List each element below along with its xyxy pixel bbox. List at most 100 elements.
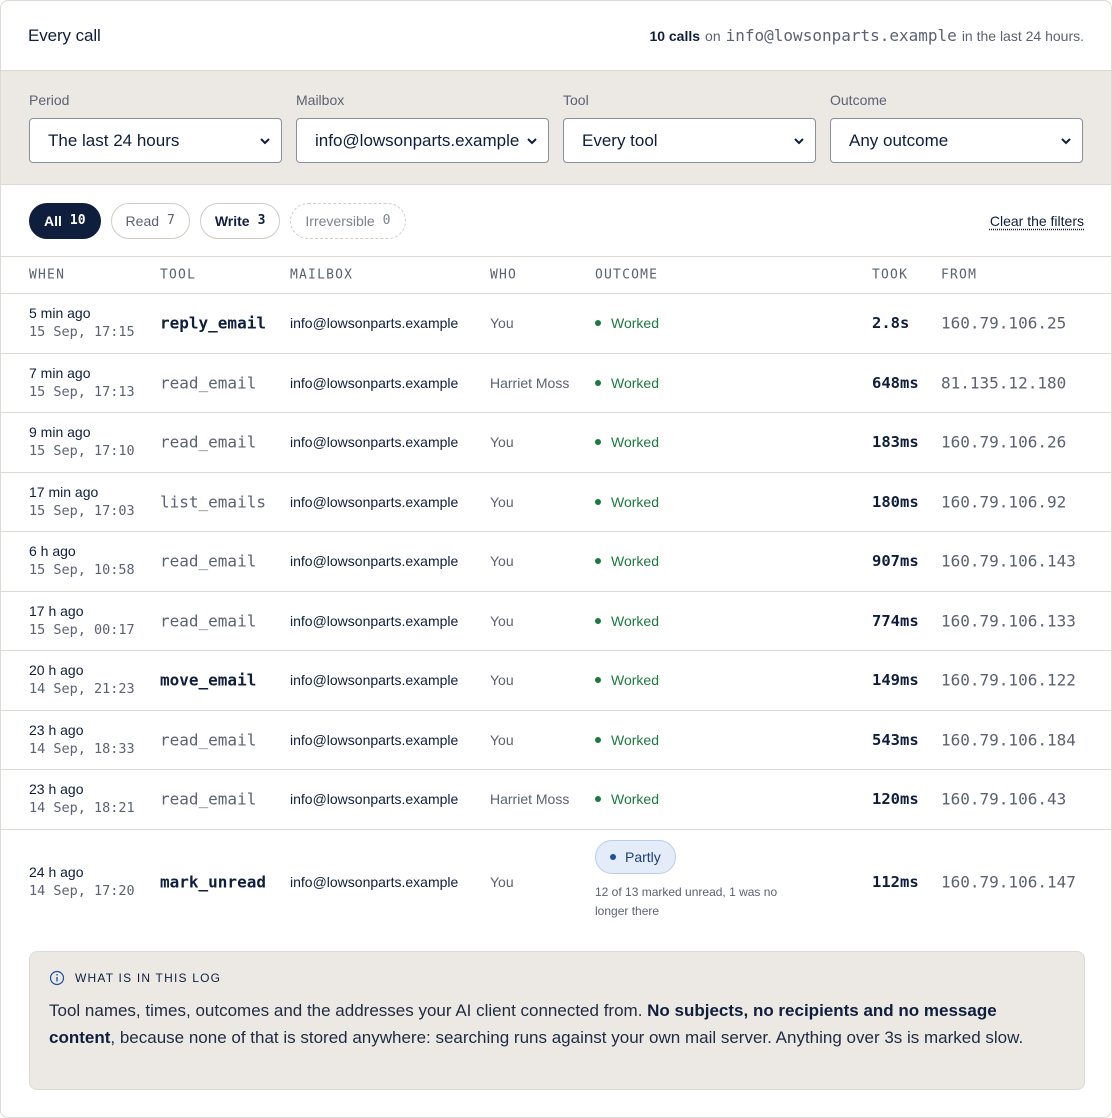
- summary-on: on: [705, 28, 721, 44]
- info-circle-icon: [49, 970, 65, 986]
- client-ip: 160.79.106.25: [941, 313, 1067, 333]
- when-relative: 7 min ago: [29, 364, 91, 381]
- col-tool[interactable]: TOOL: [160, 267, 197, 283]
- info-text-bold: No subjects, no recipients and no messag…: [49, 1001, 997, 1047]
- when-relative: 17 min ago: [29, 483, 99, 500]
- when-cell: 6 h ago 15 Sep, 10:58: [29, 542, 135, 580]
- type-filter-bar: All 10 Read 7 Write 3 Irreversible 0 Clear the …: [1, 185, 1111, 257]
- select-value: Every tool: [582, 130, 658, 150]
- table-row[interactable]: 5 min ago 15 Sep, 17:15 reply_email info@lo…: [1, 294, 1111, 354]
- col-took[interactable]: TOOK: [872, 267, 909, 283]
- tool-name: reply_email: [160, 313, 266, 333]
- pill-write[interactable]: Write 3: [199, 202, 281, 239]
- col-from[interactable]: FROM: [941, 267, 978, 283]
- info-heading: WHAT IS IN THIS LOG: [49, 970, 1065, 986]
- who: You: [490, 672, 514, 689]
- who: You: [490, 612, 514, 629]
- when-absolute: 15 Sep, 10:58: [29, 562, 135, 579]
- when-relative: 5 min ago: [29, 305, 91, 322]
- clear-filters-link[interactable]: Clear the filters: [989, 212, 1084, 229]
- table-row[interactable]: 7 min ago 15 Sep, 17:13 read_email info@low…: [1, 354, 1111, 413]
- who: You: [490, 553, 514, 570]
- table-row[interactable]: 24 h ago 14 Sep, 17:20 mark_unread info@…: [1, 830, 1111, 935]
- status-dot-icon: [595, 498, 601, 505]
- tool-name: read_email: [160, 551, 257, 571]
- log-info-box: WHAT IS IN THIS LOG Tool names, times, o…: [29, 951, 1085, 1090]
- mailbox-select[interactable]: info@lowsonparts.example: [296, 118, 549, 163]
- who: Harriet Moss: [490, 791, 570, 808]
- pill-label: All: [44, 212, 62, 229]
- when-relative: 24 h ago: [29, 864, 84, 880]
- outcome-label: Worked: [611, 434, 659, 451]
- status-dot-icon: [610, 853, 616, 860]
- summary-mailbox: info@lowsonparts.example: [725, 26, 957, 45]
- outcome-cell: Worked: [595, 434, 659, 450]
- mailbox-address: info@lowsonparts.example: [290, 374, 459, 391]
- outcome-cell: Worked: [595, 315, 659, 331]
- mailbox-address: info@lowsonparts.example: [290, 791, 459, 808]
- mailbox-address: info@lowsonparts.example: [290, 874, 459, 890]
- table-row[interactable]: 9 min ago 15 Sep, 17:10 read_email info@low…: [1, 413, 1111, 473]
- who: Harriet Moss: [490, 374, 570, 391]
- when-cell: 23 h ago 14 Sep, 18:33: [29, 721, 135, 759]
- when-absolute: 14 Sep, 17:20: [29, 883, 135, 899]
- client-ip: 160.79.106.122: [941, 670, 1076, 690]
- chevron-down-icon: [794, 137, 804, 144]
- when-absolute: 14 Sep, 18:33: [29, 740, 135, 757]
- pill-irreversible[interactable]: Irreversible 0: [290, 202, 406, 239]
- pill-count: 10: [69, 213, 86, 228]
- summary-period: in the last 24 hours.: [961, 28, 1084, 44]
- filter-label: Period: [29, 92, 70, 108]
- table-row[interactable]: 17 min ago 15 Sep, 17:03 list_emails info@l…: [1, 473, 1111, 532]
- outcome-label: Worked: [611, 731, 659, 748]
- mailbox-address: info@lowsonparts.example: [290, 672, 459, 689]
- pill-all[interactable]: All 10: [29, 202, 101, 239]
- filter-bar: Period The last 24 hours Mailbox info@lowso…: [1, 71, 1111, 185]
- when-absolute: 14 Sep, 21:23: [29, 681, 135, 698]
- outcome-cell: Worked: [595, 553, 659, 569]
- pill-label: Write: [214, 212, 250, 229]
- outcome-cell: Worked: [595, 375, 659, 391]
- mailbox-address: info@lowsonparts.example: [290, 434, 459, 451]
- status-dot-icon: [595, 439, 601, 446]
- when-relative: 20 h ago: [29, 662, 84, 679]
- client-ip: 160.79.106.26: [941, 432, 1067, 452]
- info-text: Tool names, times, outcomes and the addr…: [49, 998, 1065, 1051]
- table-row[interactable]: 23 h ago 14 Sep, 18:33 read_email info@lows…: [1, 711, 1111, 770]
- mailbox-address: info@lowsonparts.example: [290, 493, 459, 510]
- table-row[interactable]: 6 h ago 15 Sep, 10:58 read_email info@lowso…: [1, 532, 1111, 592]
- tool-select[interactable]: Every tool: [563, 118, 816, 163]
- col-mailbox[interactable]: MAILBOX: [290, 267, 354, 283]
- client-ip: 160.79.106.147: [941, 872, 1076, 892]
- select-value: info@lowsonparts.example: [315, 130, 520, 150]
- col-who[interactable]: WHO: [490, 267, 518, 283]
- outcome-label: Worked: [611, 672, 659, 689]
- table-row[interactable]: 17 h ago 15 Sep, 00:17 read_email info@lows…: [1, 592, 1111, 651]
- pill-count: 3: [257, 213, 266, 228]
- col-when[interactable]: WHEN: [29, 267, 66, 283]
- table-row[interactable]: 20 h ago 14 Sep, 21:23 move_email info@lows…: [1, 651, 1111, 711]
- when-cell: 23 h ago 14 Sep, 18:21: [29, 780, 135, 818]
- when-relative: 23 h ago: [29, 721, 84, 738]
- chevron-down-icon: [260, 137, 270, 144]
- who: You: [490, 493, 514, 510]
- outcome-select[interactable]: Any outcome: [830, 118, 1083, 163]
- when-cell: 20 h ago 14 Sep, 21:23: [29, 661, 135, 699]
- tool-name: read_email: [160, 789, 257, 809]
- mailbox-address: info@lowsonparts.example: [290, 731, 459, 748]
- client-ip: 160.79.106.143: [941, 551, 1076, 571]
- table-row[interactable]: 23 h ago 14 Sep, 18:21 read_email info@lows…: [1, 770, 1111, 830]
- when-absolute: 15 Sep, 00:17: [29, 621, 135, 638]
- period-select[interactable]: The last 24 hours: [29, 118, 282, 163]
- client-ip: 160.79.106.133: [941, 611, 1076, 631]
- col-outcome[interactable]: OUTCOME: [595, 267, 659, 283]
- filter-label: Mailbox: [296, 92, 345, 108]
- when-absolute: 15 Sep, 17:10: [29, 443, 135, 460]
- mailbox-address: info@lowsonparts.example: [290, 553, 459, 570]
- status-dot-icon: [595, 617, 601, 624]
- duration: 2.8s: [872, 314, 910, 333]
- pill-label: Read: [125, 212, 160, 229]
- outcome-note: 12 of 13 marked unread, 1 was no longer …: [595, 884, 778, 918]
- pill-read[interactable]: Read 7: [110, 202, 190, 239]
- select-value: The last 24 hours: [48, 130, 180, 150]
